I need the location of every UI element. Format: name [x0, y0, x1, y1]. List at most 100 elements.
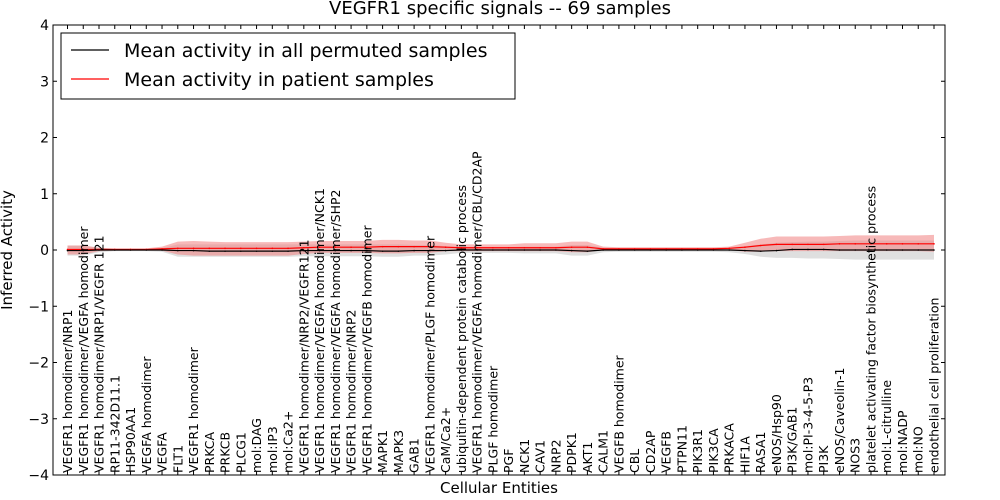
patient-point — [807, 243, 809, 246]
category-label: VEGFR1 homodimer/NRP2/VEGFR121 — [296, 239, 311, 473]
patient-point — [366, 246, 368, 248]
patient-point — [555, 246, 557, 249]
permuted-point — [822, 248, 825, 251]
category-label: mol:Ca2+ — [281, 411, 296, 473]
patient-point — [602, 248, 604, 250]
category-label: PIK3R1 — [690, 429, 705, 473]
category-label: PLGF homodimer — [485, 365, 500, 473]
category-label: VEGFA homodimer — [139, 356, 154, 473]
permuted-point — [854, 249, 857, 251]
patient-point — [444, 246, 447, 248]
patient-point — [712, 248, 715, 250]
category-label: RASA1 — [753, 432, 768, 473]
permuted-point — [728, 249, 730, 251]
patient-point — [523, 246, 526, 249]
permuted-point — [838, 249, 841, 251]
patient-point — [759, 244, 762, 247]
permuted-point — [665, 249, 667, 251]
patient-point — [649, 248, 652, 250]
category-label: HSP90AA1 — [123, 407, 138, 473]
category-label: VEGFR1 homodimer/PLGF homodimer — [422, 235, 437, 473]
permuted-point — [712, 249, 715, 251]
permuted-point — [350, 249, 352, 252]
category-label: HIF1A — [737, 436, 752, 473]
permuted-point — [444, 249, 447, 252]
patient-point — [240, 247, 242, 250]
category-label: VEGFR1 homodimer/VEGFB homodimer — [359, 225, 374, 473]
patient-point — [224, 247, 226, 250]
category-label: NRP2 — [548, 439, 563, 473]
permuted-point — [334, 249, 337, 252]
category-label: NCK1 — [517, 439, 532, 473]
patient-samples-line — [67, 243, 934, 251]
permuted-point — [539, 249, 541, 251]
permuted-point — [696, 249, 699, 251]
category-label: RP11-342D11.1 — [107, 375, 122, 473]
category-label: PRKCA — [202, 432, 217, 473]
patient-point — [681, 248, 683, 250]
patient-point — [492, 246, 494, 249]
permuted-point — [192, 249, 195, 252]
category-label: eNOS/Caveolin-1 — [832, 368, 847, 473]
permuted-point — [618, 249, 620, 251]
patient-point — [381, 245, 384, 248]
patient-point — [570, 246, 573, 248]
patient-point — [66, 248, 69, 251]
patient-samples-band — [67, 234, 934, 256]
patient-point — [318, 246, 321, 248]
patient-point — [460, 246, 463, 249]
category-label: VEGFR1 homodimer/VEGFA homodimer — [76, 226, 91, 473]
patient-point — [271, 247, 274, 250]
permuted-point — [744, 249, 746, 252]
permuted-point — [413, 249, 415, 252]
category-label: CAV1 — [533, 440, 548, 473]
permuted-point — [901, 249, 904, 251]
permuted-point — [492, 249, 494, 251]
patient-point — [728, 247, 730, 250]
permuted-point — [870, 249, 872, 251]
permuted-point — [917, 249, 920, 251]
patient-point — [838, 243, 841, 245]
category-label: mol:NO — [911, 426, 926, 473]
permuted-point — [129, 249, 132, 251]
patient-point — [822, 243, 825, 246]
permuted-point — [460, 249, 463, 251]
category-label: AKT1 — [580, 442, 595, 473]
permuted-point — [791, 248, 794, 251]
patient-point — [476, 246, 478, 249]
patient-point — [791, 243, 794, 246]
patient-point — [334, 246, 337, 248]
patient-point — [775, 243, 778, 246]
patient-point — [618, 248, 620, 250]
category-label: VEGFB — [659, 431, 674, 473]
patient-point — [303, 246, 305, 249]
category-label: eNOS/Hsp90 — [769, 394, 784, 473]
patient-point — [539, 246, 541, 249]
x-axis-tick-labels: VEGFR1 homodimer/NRP1 VEGFR1 homodimer/VE… — [60, 151, 942, 473]
category-label: VEGFR1 homodimer/NRP1 — [60, 310, 75, 473]
category-label: VEGFA — [155, 432, 170, 473]
patient-point — [665, 248, 667, 250]
permuted-point — [681, 249, 683, 251]
patient-point — [870, 243, 872, 245]
permuted-point — [397, 250, 400, 252]
permuted-point — [933, 249, 935, 251]
patient-point — [255, 247, 258, 250]
permuted-point — [255, 250, 258, 252]
x-axis-ticks — [67, 25, 935, 475]
patient-point — [429, 245, 431, 248]
category-label: VEGFR1 homodimer/NRP2 — [344, 310, 359, 473]
y-tick-label: 1 — [40, 187, 49, 203]
permuted-point — [161, 249, 163, 251]
category-label: PGF — [501, 449, 516, 473]
patient-point — [350, 246, 352, 248]
category-label: VEGFB homodimer — [611, 354, 626, 473]
category-label: NOS3 — [848, 438, 863, 473]
permuted-point — [381, 250, 384, 252]
category-label: platelet activating factor biosynthetic … — [863, 186, 878, 473]
patient-point — [917, 243, 920, 245]
y-tick-label: −2 — [28, 356, 49, 372]
permuted-point — [303, 249, 305, 252]
category-label: MAPK1 — [375, 430, 390, 473]
